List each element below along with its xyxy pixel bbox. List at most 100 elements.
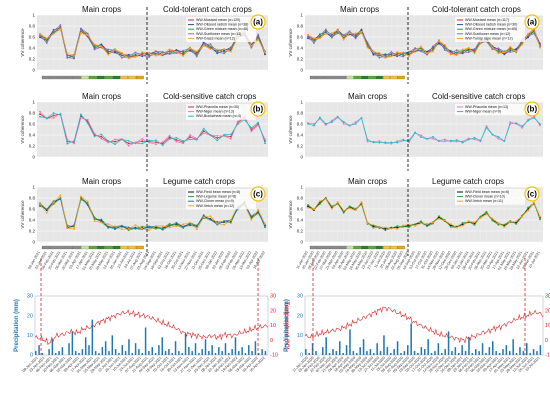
data-point — [384, 226, 387, 229]
data-point — [313, 42, 315, 44]
data-point — [420, 136, 422, 139]
data-point — [384, 229, 387, 232]
precip-bar — [413, 351, 416, 355]
data-point — [202, 127, 205, 130]
series-line — [307, 28, 541, 59]
data-point — [209, 48, 212, 50]
data-point — [307, 205, 309, 208]
data-point — [134, 142, 137, 145]
precip-bar — [264, 351, 267, 355]
y-tick-label: 1 — [32, 100, 35, 105]
data-point — [216, 139, 219, 142]
y-tick-label: 0.6 — [297, 35, 304, 40]
phenology-strip-segment — [368, 75, 376, 80]
y-tick-label: 0.6 — [29, 207, 36, 212]
data-point — [455, 49, 458, 52]
data-point — [120, 225, 123, 227]
data-point — [155, 54, 157, 57]
data-point — [59, 114, 62, 116]
data-point — [384, 141, 387, 144]
precip-bar — [178, 351, 180, 355]
y-tick-label: 0 — [32, 240, 35, 245]
data-point — [485, 125, 488, 127]
precip-tick-label: 0 — [300, 353, 303, 359]
precip-bar — [359, 347, 361, 355]
data-point — [372, 53, 375, 56]
data-point — [59, 194, 62, 197]
data-point — [66, 142, 69, 145]
data-point — [402, 54, 405, 57]
precip-bar — [51, 339, 54, 355]
data-point — [264, 138, 266, 140]
series-line — [39, 111, 266, 147]
data-point — [161, 51, 164, 53]
legend-box — [186, 17, 256, 42]
data-point — [485, 126, 488, 129]
precip-bar — [468, 337, 470, 355]
data-point — [168, 225, 171, 227]
data-point — [175, 225, 178, 228]
legend-entry: WW-Turnip rape mean (n=12) — [465, 36, 513, 40]
heading-main-a-left: Main crops — [82, 5, 121, 14]
precip-bar — [228, 353, 230, 355]
data-point — [66, 227, 69, 230]
y-axis-label: VV coherence — [288, 115, 293, 144]
heading-legume-left: Legume catch crops — [163, 177, 235, 186]
phenology-strip-segment — [361, 245, 369, 250]
data-point — [236, 123, 239, 126]
data-point — [120, 51, 123, 54]
legend-entry: WW-Clover mean (n=9) — [196, 199, 234, 203]
data-point — [420, 222, 422, 225]
precip-bar — [184, 333, 187, 355]
y-tick-label: 0.6 — [297, 207, 304, 212]
precip-bar — [407, 345, 409, 355]
data-point — [503, 223, 506, 226]
precip-bar — [214, 353, 217, 355]
data-point — [521, 43, 524, 46]
data-point — [52, 30, 55, 33]
data-point — [52, 112, 55, 114]
data-point — [372, 141, 375, 144]
data-point — [372, 227, 375, 230]
data-point — [324, 198, 327, 201]
precip-bar — [464, 351, 467, 355]
precip-bar — [74, 351, 77, 355]
coherence-panel-right-c: 0 0.2 0.4 0.6 0.8 1 VV coherence WW-Field bean … — [288, 179, 543, 256]
temp-tick-label: 20 — [545, 308, 550, 314]
data-point — [384, 53, 387, 56]
data-point — [168, 223, 171, 225]
data-point — [141, 225, 144, 228]
y-tick-label: 0 — [300, 68, 303, 73]
precip-bar — [383, 335, 385, 355]
data-point — [195, 50, 198, 53]
data-point — [437, 42, 440, 45]
data-point — [52, 33, 55, 35]
data-point — [515, 122, 518, 125]
series-line — [307, 116, 541, 144]
data-point — [330, 205, 333, 208]
precip-bar — [345, 345, 348, 355]
precip-bar — [328, 353, 331, 355]
precip-bar — [78, 353, 80, 355]
precip-bar — [181, 353, 183, 355]
precip-bar — [248, 345, 250, 355]
heading-sensitive-right: Cold-sensitive catch crops — [432, 92, 525, 101]
precip-bar — [111, 335, 114, 355]
data-point — [449, 223, 452, 225]
phenology-strip-segment — [309, 245, 318, 250]
data-point — [354, 32, 357, 35]
data-point — [257, 33, 260, 36]
data-point — [148, 229, 150, 232]
data-point — [182, 49, 185, 52]
y-tick-label: 0.4 — [29, 218, 36, 223]
legend-entry: WW-Vetch mean (n=12) — [196, 204, 234, 208]
data-point — [443, 46, 446, 49]
phenology-strip-segment — [104, 75, 113, 80]
precip-bar — [221, 351, 223, 355]
data-point — [114, 48, 116, 51]
phenology-strip-segment — [324, 75, 332, 80]
data-point — [515, 48, 518, 50]
data-point — [66, 138, 69, 141]
